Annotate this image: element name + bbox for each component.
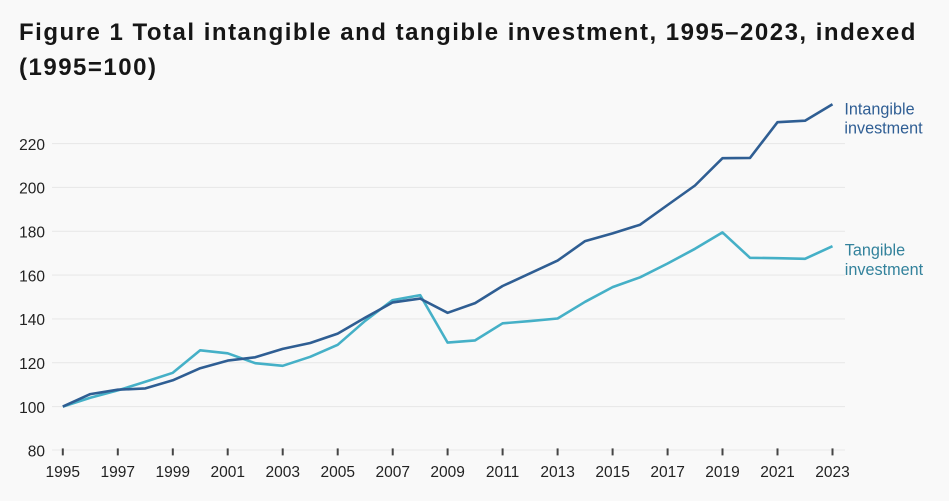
svg-text:120: 120 [19,356,45,373]
svg-text:1999: 1999 [156,464,190,481]
svg-text:2011: 2011 [486,464,519,481]
svg-text:2015: 2015 [595,464,629,481]
svg-text:2013: 2013 [540,464,574,481]
svg-text:1997: 1997 [101,464,135,481]
svg-text:2023: 2023 [815,464,849,481]
svg-text:Tangible: Tangible [845,242,905,260]
svg-text:2005: 2005 [320,464,354,481]
svg-text:2019: 2019 [705,464,739,481]
svg-text:100: 100 [19,400,45,417]
svg-text:2001: 2001 [210,464,244,481]
svg-text:2007: 2007 [375,464,409,481]
svg-text:80: 80 [28,444,46,461]
svg-text:investment: investment [845,261,924,279]
svg-text:2021: 2021 [760,464,794,481]
svg-text:220: 220 [19,137,45,154]
svg-text:1995: 1995 [46,464,80,481]
svg-text:2009: 2009 [430,464,464,481]
svg-text:investment: investment [844,120,923,138]
svg-text:2017: 2017 [650,464,684,481]
svg-text:200: 200 [19,181,45,198]
svg-text:2003: 2003 [265,464,299,481]
svg-text:140: 140 [19,312,45,329]
svg-text:160: 160 [19,268,45,285]
svg-text:180: 180 [19,225,45,242]
svg-text:Intangible: Intangible [844,100,914,118]
